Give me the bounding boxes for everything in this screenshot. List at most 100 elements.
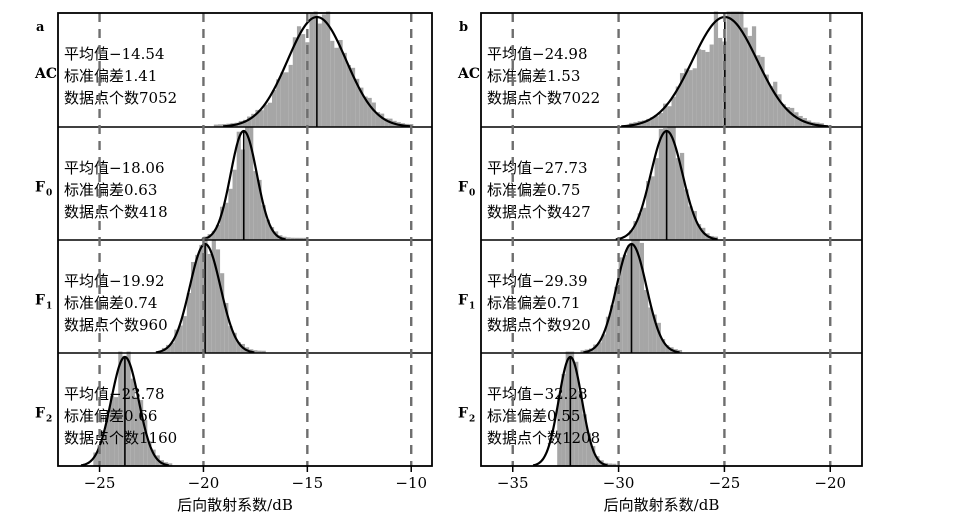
histogram-bar: [658, 112, 664, 127]
histogram-bar: [768, 86, 774, 127]
histogram-bar: [236, 131, 241, 240]
histogram-bar: [334, 47, 339, 127]
histogram-bar: [151, 449, 156, 466]
histogram-bar: [713, 11, 719, 127]
histogram-bar: [618, 257, 623, 353]
stat-text: 平均值−18.06: [64, 159, 165, 177]
histogram-bar: [591, 446, 596, 466]
histogram-bar: [269, 227, 275, 240]
histogram-bar: [195, 254, 200, 353]
histogram-bar: [785, 107, 791, 127]
histogram-bar: [794, 112, 799, 127]
histogram-bar: [232, 169, 237, 240]
histogram-bar: [261, 350, 266, 353]
histogram-bar: [257, 179, 262, 240]
histogram-bar: [756, 55, 761, 127]
histogram-bar: [760, 56, 765, 127]
histogram-bar: [166, 344, 171, 353]
x-tick-label: −35: [497, 474, 529, 492]
row-label: F0: [458, 180, 475, 199]
histogram-bar: [798, 115, 803, 127]
histogram-bar: [215, 249, 221, 353]
histogram-bar: [245, 125, 250, 240]
histogram-bar: [280, 72, 285, 127]
histogram-bar: [265, 219, 270, 240]
histogram-bar: [684, 189, 689, 240]
histogram-bar: [253, 171, 258, 240]
histogram-bar: [261, 205, 266, 240]
histogram-bar: [296, 26, 302, 127]
row-label: AC: [457, 66, 480, 82]
histogram-bar: [174, 329, 179, 353]
stat-text: 标准偏差1.53: [487, 67, 580, 85]
histogram-bar: [309, 13, 314, 127]
x-tick-label: −25: [84, 474, 116, 492]
histogram-bar: [249, 126, 254, 240]
histogram-bar: [692, 211, 697, 240]
panel-label: a: [36, 20, 45, 35]
histogram-bar: [257, 350, 262, 353]
histogram-bar: [199, 244, 204, 353]
histogram-bar: [359, 87, 364, 127]
stat-text: 平均值−19.92: [64, 272, 165, 290]
row-label: F2: [458, 406, 475, 425]
histogram-bar: [346, 65, 351, 127]
histogram-bar: [671, 126, 676, 240]
stat-text: 数据点个数7052: [64, 89, 177, 107]
x-axis-label: 后向散射系数/dB: [604, 496, 720, 514]
histogram-bar: [338, 39, 343, 128]
histogram-bar: [207, 253, 212, 353]
stat-text: 平均值−27.73: [487, 159, 588, 177]
row-label-subscript: 2: [46, 415, 52, 425]
histogram-bar: [582, 414, 587, 466]
stat-text: 标准偏差0.75: [487, 181, 580, 199]
histogram-bar: [384, 118, 389, 127]
row-0: 平均值−24.98 标准偏差1.53 数据点个数7022 AC: [457, 11, 829, 128]
panel-frame: [480, 12, 863, 467]
x-tick-label: −30: [603, 474, 635, 492]
histogram-bar: [639, 242, 644, 353]
histogram-bar: [303, 237, 308, 240]
x-tick-label: −25: [709, 474, 741, 492]
histogram-bar: [637, 213, 642, 240]
histogram-bar: [781, 104, 786, 127]
row-label-main: F: [35, 180, 45, 196]
histogram-bar: [747, 35, 752, 128]
histogram-bar: [220, 273, 225, 353]
histogram-bar: [220, 206, 225, 240]
histogram-bar: [650, 117, 655, 127]
histogram-bar: [255, 109, 260, 127]
histogram-bar: [228, 188, 233, 240]
histogram-bar: [139, 400, 144, 466]
histogram-bar: [658, 128, 664, 240]
histogram-bar: [557, 394, 562, 466]
histogram-bar: [646, 180, 651, 240]
row-label: F2: [35, 406, 52, 425]
histogram-bar: [294, 237, 300, 240]
histogram-bar: [236, 342, 241, 353]
histogram-bar: [605, 316, 611, 353]
histogram-bar: [168, 463, 173, 466]
histogram-bar: [696, 49, 702, 127]
histogram-bar: [627, 245, 632, 353]
histogram-bar: [263, 104, 268, 127]
stat-text: 标准偏差0.71: [487, 294, 580, 312]
histogram-bar: [777, 94, 782, 127]
row-label-main: AC: [457, 66, 480, 82]
histogram-bar: [643, 289, 649, 353]
histogram-bar: [586, 433, 592, 466]
histogram-bar: [709, 44, 714, 127]
histogram-bar: [743, 27, 748, 127]
histogram-bar: [773, 81, 778, 127]
row-label: F1: [35, 293, 52, 312]
histogram-bar: [595, 456, 600, 466]
histogram-bar: [330, 40, 335, 127]
histogram-bar: [679, 73, 685, 127]
histogram-bar: [593, 344, 598, 353]
stat-text: 数据点个数7022: [487, 89, 600, 107]
histogram-bar: [578, 390, 583, 466]
histogram-bar: [663, 103, 668, 127]
histogram-bar: [228, 326, 233, 353]
histogram-bar: [574, 361, 579, 466]
histogram-bar: [286, 237, 291, 240]
